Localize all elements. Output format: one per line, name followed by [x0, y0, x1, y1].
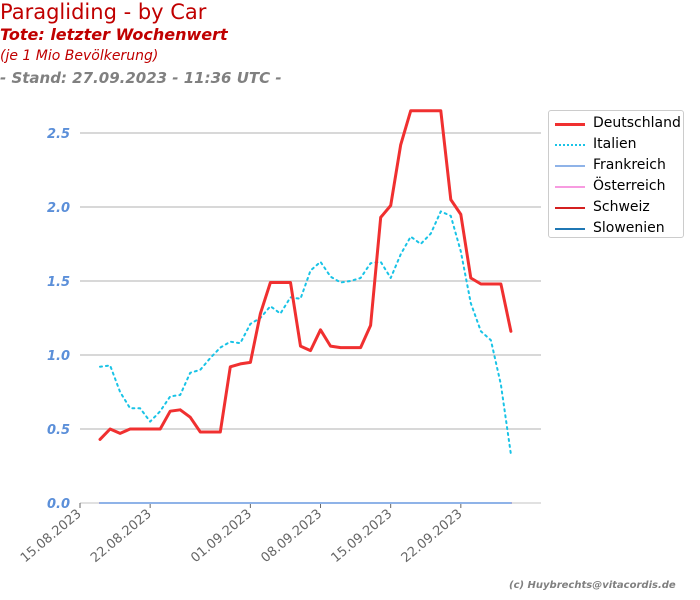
legend-label: Schweiz: [593, 199, 650, 215]
chart-subtitle: Tote: letzter Wochenwert: [0, 25, 228, 44]
x-tick-label: 15.08.2023: [18, 507, 85, 566]
x-tick-label: 15.09.2023: [329, 507, 396, 566]
legend-item: Slowenien: [549, 219, 685, 239]
series-line-deutschland: [98, 109, 513, 441]
legend-swatch: [555, 165, 585, 167]
legend-label: Frankreich: [593, 157, 666, 173]
legend-item: Österreich: [549, 177, 685, 197]
chart-subtitle-unit: (je 1 Mio Bevölkerung): [0, 48, 159, 64]
legend: Deutschland Italien Frankreich Österreich Sc…: [548, 110, 684, 238]
legend-swatch: [555, 186, 585, 188]
legend-swatch: [555, 228, 585, 230]
legend-label: Österreich: [593, 178, 666, 194]
chart-title: Paragliding - by Car: [0, 0, 207, 24]
y-tick-label: 1.0: [47, 349, 70, 364]
grid-lines: [80, 132, 541, 504]
y-tick-label: 1.5: [47, 275, 70, 290]
legend-swatch: [555, 144, 585, 146]
y-tick-label: 2.0: [47, 201, 70, 216]
chart-timestamp: - Stand: 27.09.2023 - 11:36 UTC -: [0, 69, 282, 87]
legend-item: Frankreich: [549, 156, 685, 176]
legend-item: Deutschland: [549, 114, 685, 134]
x-tick-label: 22.08.2023: [88, 507, 155, 566]
series-lines: [98, 109, 513, 504]
x-tick-label: 01.09.2023: [188, 507, 255, 566]
legend-label: Deutschland: [593, 115, 681, 131]
x-tick-label: 22.09.2023: [399, 507, 466, 566]
legend-label: Slowenien: [593, 220, 665, 236]
legend-label: Italien: [593, 136, 637, 152]
series-line-italien: [99, 210, 512, 456]
x-tick-label: 08.09.2023: [258, 507, 325, 566]
legend-swatch: [555, 207, 585, 209]
legend-swatch: [555, 123, 585, 126]
y-tick-label: 0.5: [47, 423, 70, 438]
credit-text: (c) Huybrechts@vitacordis.de: [509, 580, 676, 591]
x-tick-labels: 15.08.2023 22.08.2023 01.09.2023 08.09.2023…: [18, 503, 465, 566]
legend-item: Schweiz: [549, 198, 685, 218]
y-tick-label: 2.5: [47, 127, 70, 142]
legend-item: Italien: [549, 135, 685, 155]
y-tick-label: 0.0: [47, 497, 70, 512]
y-tick-labels: 0.0 0.5 1.0 1.5 2.0 2.5: [47, 127, 70, 512]
